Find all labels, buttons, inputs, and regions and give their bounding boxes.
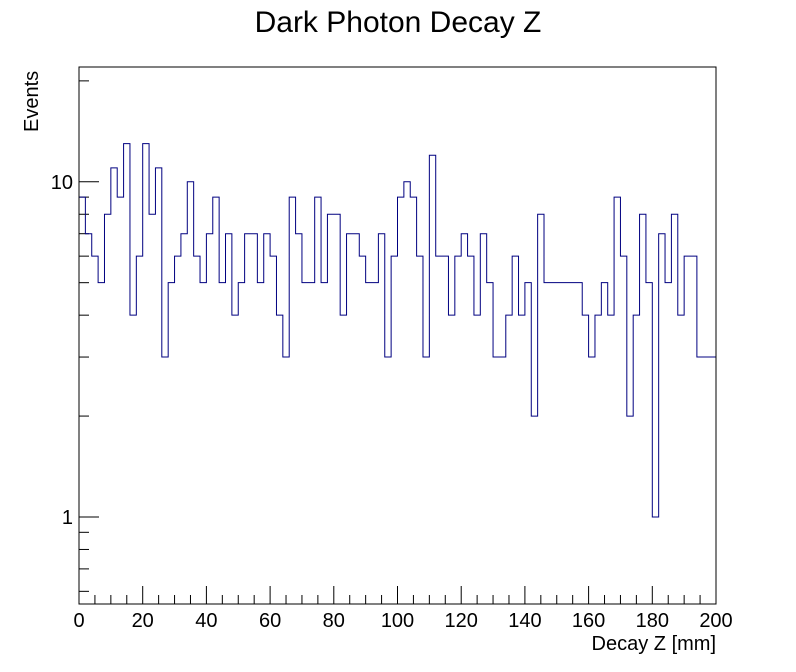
x-tick-label: 60 [259, 610, 281, 632]
y-tick-labels: 1 10 [51, 172, 73, 529]
x-tick-label: 160 [572, 610, 605, 632]
axis-ticks [78, 80, 717, 604]
histogram-series-line [79, 143, 717, 518]
x-tick-label: 20 [132, 610, 154, 632]
x-tick-label: 0 [73, 610, 84, 632]
plot-frame [78, 66, 717, 605]
chart-title: Dark Photon Decay Z [255, 6, 542, 39]
y-axis-label: Events [21, 71, 43, 132]
x-tick-label: 40 [195, 610, 217, 632]
y-tick-label: 1 [62, 507, 73, 529]
x-tick-labels: 0 20 40 60 80 100 120 140 160 180 200 [73, 610, 732, 632]
x-tick-label: 180 [636, 610, 669, 632]
x-axis-label: Decay Z [mm] [592, 633, 716, 655]
x-tick-label: 140 [508, 610, 541, 632]
x-tick-label: 80 [323, 610, 345, 632]
y-tick-label: 10 [51, 172, 73, 194]
x-tick-label: 120 [445, 610, 478, 632]
x-tick-label: 200 [699, 610, 732, 632]
x-tick-label: 100 [381, 610, 414, 632]
